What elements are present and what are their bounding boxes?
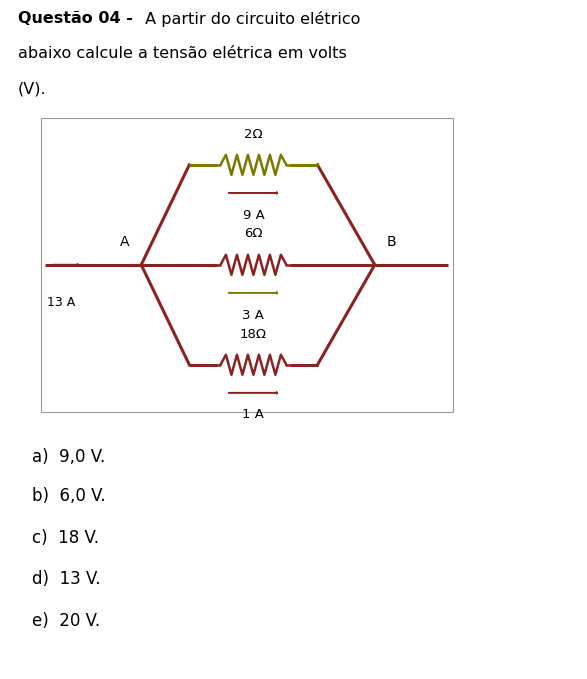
Text: d)  13 V.: d) 13 V. [32, 570, 100, 588]
Text: Questão 04 -: Questão 04 - [18, 11, 138, 26]
Text: 18Ω: 18Ω [240, 329, 267, 342]
Text: 9 A: 9 A [242, 208, 264, 221]
Text: A: A [120, 235, 130, 249]
Text: (V).: (V). [18, 81, 46, 96]
Bar [41, 118, 453, 411]
Text: 6Ω: 6Ω [244, 227, 262, 240]
Text: abaixo calcule a tensão elétrica em volts: abaixo calcule a tensão elétrica em volt… [18, 46, 346, 61]
Text: 13 A: 13 A [48, 296, 76, 309]
Text: c)  18 V.: c) 18 V. [32, 529, 99, 547]
Text: a)  9,0 V.: a) 9,0 V. [32, 448, 105, 466]
Text: 3 A: 3 A [242, 308, 264, 322]
Text: A partir do circuito elétrico: A partir do circuito elétrico [140, 11, 360, 27]
Text: b)  6,0 V.: b) 6,0 V. [32, 488, 105, 505]
Text: e)  20 V.: e) 20 V. [32, 612, 100, 630]
Text: 1 A: 1 A [242, 409, 264, 422]
Text: B: B [386, 235, 396, 249]
Text: 2Ω: 2Ω [244, 128, 263, 141]
